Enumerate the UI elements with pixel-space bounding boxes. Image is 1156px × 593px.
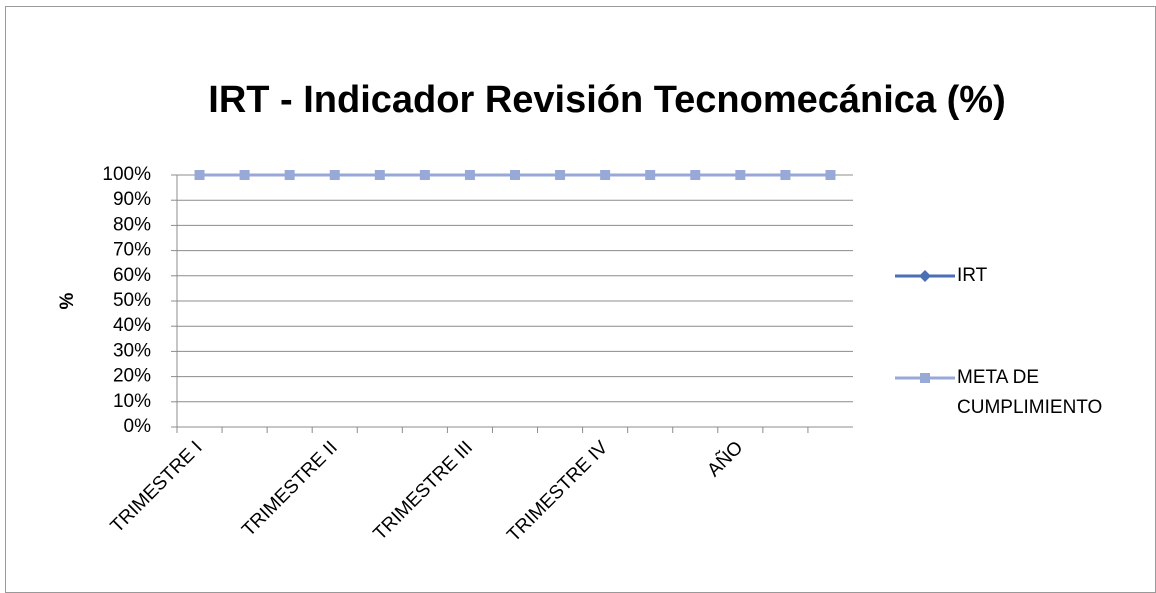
data-point (735, 170, 746, 180)
data-point (555, 170, 566, 180)
y-tick-label: 10% (113, 391, 151, 412)
chart-title: IRT - Indicador Revisión Tecnomecánica (… (208, 79, 1005, 121)
y-tick-label: 50% (113, 290, 151, 311)
y-tick-label: 20% (113, 366, 151, 387)
y-tick-label: 30% (113, 340, 151, 361)
data-point (464, 170, 475, 180)
data-point (510, 170, 520, 180)
data-point (825, 170, 836, 180)
data-point (239, 170, 250, 180)
y-tick-label: 90% (113, 189, 151, 210)
legend-label: META DE CUMPLIMIENTO (957, 367, 1103, 418)
data-point (780, 170, 791, 180)
legend-marker (920, 373, 930, 383)
y-tick-label: 70% (113, 240, 151, 261)
data-point (329, 170, 340, 180)
y-tick-label: 40% (113, 315, 151, 336)
data-point (374, 170, 385, 180)
data-point (284, 170, 295, 180)
y-tick-label: 0% (124, 416, 152, 437)
legend-label: IRT (957, 265, 988, 286)
legend-marker (919, 270, 931, 282)
y-axis-label: % (57, 292, 78, 309)
y-tick-label: 80% (113, 214, 151, 235)
data-point (690, 170, 701, 180)
y-tick-label: 100% (102, 164, 151, 185)
data-point (194, 170, 205, 180)
chart-border (5, 6, 1156, 593)
y-tick-label: 60% (113, 265, 151, 286)
data-point (600, 170, 611, 180)
data-point (645, 170, 656, 180)
data-point (419, 170, 430, 180)
